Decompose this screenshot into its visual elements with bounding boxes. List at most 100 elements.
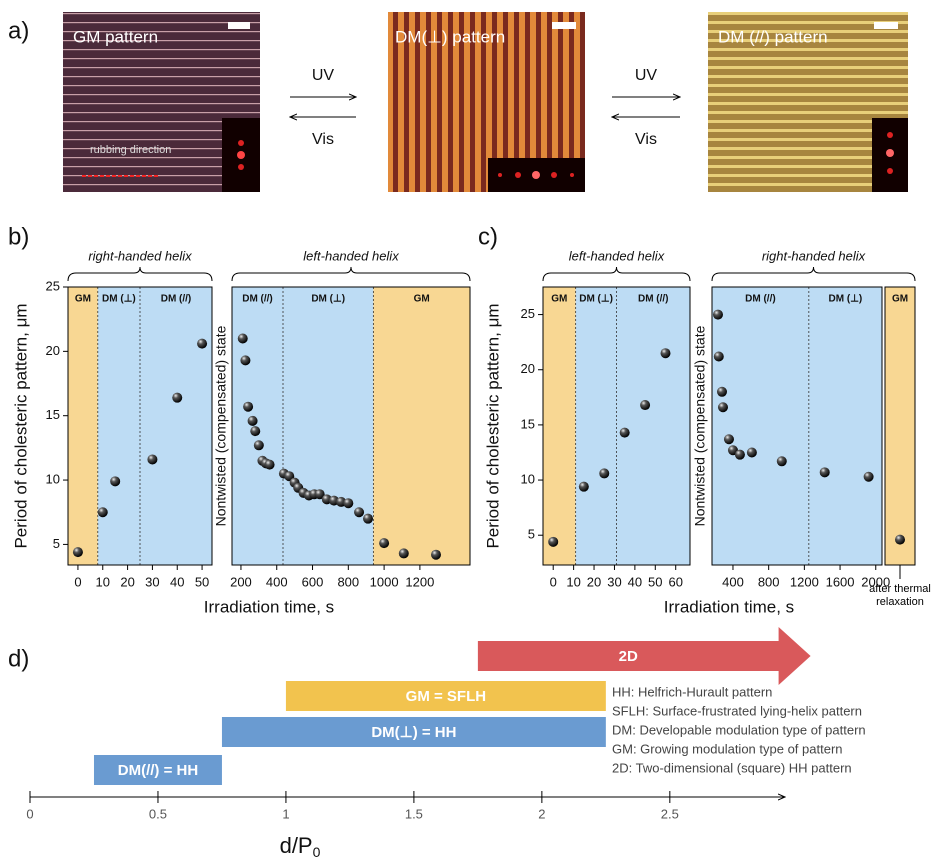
- x-axis-label: d/P0: [280, 833, 321, 860]
- category-label: after thermal relaxation: [855, 583, 940, 619]
- bar-label: GM = SFLH: [406, 688, 486, 705]
- x-tick-label: 200: [230, 574, 252, 589]
- helix-label: right-handed helix: [762, 248, 866, 263]
- x-axis-label: Irradiation time, s: [204, 597, 334, 616]
- y-tick-label: 15: [521, 416, 535, 431]
- x-tick-label: 1: [282, 806, 289, 821]
- bar-label: 2D: [619, 648, 638, 665]
- x-tick-label: 0: [74, 574, 81, 589]
- region: [809, 287, 882, 565]
- panel-label: c): [478, 223, 498, 250]
- region-label: DM (⊥): [102, 294, 136, 305]
- data-point: [147, 454, 157, 464]
- y-tick-label: 5: [528, 527, 535, 542]
- brace: [712, 267, 915, 281]
- data-point: [240, 355, 250, 365]
- x-tick-label: 30: [145, 574, 159, 589]
- data-point: [265, 460, 275, 470]
- region-label: DM (//): [638, 294, 669, 305]
- brace: [232, 267, 470, 281]
- x-tick-label: 400: [722, 574, 744, 589]
- brace: [543, 267, 690, 281]
- data-point: [640, 400, 650, 410]
- region-label: GM: [414, 294, 430, 305]
- category-text: after thermal relaxation: [855, 583, 940, 609]
- x-tick-label: 50: [195, 574, 209, 589]
- region: [232, 287, 283, 565]
- y-tick-label: 25: [46, 278, 60, 293]
- data-point: [864, 472, 874, 482]
- data-point: [431, 550, 441, 560]
- region-label: GM: [551, 294, 567, 305]
- figure: a) GM pattern rubbing direction DM(⊥) pa…: [0, 0, 940, 861]
- image-title: DM (//) pattern: [718, 27, 828, 46]
- panel-label: a): [8, 17, 29, 44]
- x-tick-label: 10: [96, 574, 110, 589]
- panel-label: d): [8, 645, 29, 672]
- x-tick-label: 40: [170, 574, 184, 589]
- region: [98, 287, 140, 565]
- x-tick-label: 0.5: [149, 806, 167, 821]
- data-point: [717, 387, 727, 397]
- x-tick-label: 1000: [370, 574, 399, 589]
- y-tick-label: 25: [521, 306, 535, 321]
- helix-label: left-handed helix: [303, 248, 399, 263]
- legend-entry: GM: Growing modulation type of pattern: [612, 741, 843, 756]
- data-point: [243, 402, 253, 412]
- data-point: [579, 482, 589, 492]
- data-point: [777, 456, 787, 466]
- gap-label: Nontwisted (compensated) state: [213, 325, 229, 526]
- data-point: [895, 535, 905, 545]
- y-tick-label: 20: [521, 361, 535, 376]
- data-point: [98, 507, 108, 517]
- data-point: [248, 416, 258, 426]
- x-tick-label: 60: [668, 574, 682, 589]
- y-tick-label: 10: [521, 471, 535, 486]
- data-point: [548, 537, 558, 547]
- region-label: DM (⊥): [311, 294, 345, 305]
- x-tick-label: 400: [266, 574, 288, 589]
- y-tick-label: 10: [46, 471, 60, 486]
- y-axis-label: Period of cholesteric pattern, μm: [483, 303, 502, 548]
- arrow-label: UV: [635, 67, 658, 84]
- x-tick-label: 30: [607, 574, 621, 589]
- data-point: [73, 547, 83, 557]
- x-tick-label: 0: [26, 806, 33, 821]
- x-tick-label: 1.5: [405, 806, 423, 821]
- region-label: DM (//): [242, 294, 273, 305]
- x-tick-label: 40: [628, 574, 642, 589]
- legend-entry: SFLH: Surface-frustrated lying-helix pat…: [612, 703, 862, 718]
- data-point: [820, 467, 830, 477]
- data-point: [197, 339, 207, 349]
- region-label: DM (//): [161, 294, 192, 305]
- x-tick-label: 0: [550, 574, 557, 589]
- x-tick-label: 600: [302, 574, 324, 589]
- x-tick-label: 1200: [405, 574, 434, 589]
- bar-label: DM(//) = HH: [118, 762, 198, 779]
- image-note: rubbing direction: [90, 144, 171, 156]
- region: [140, 287, 212, 565]
- data-point: [620, 428, 630, 438]
- data-point: [172, 393, 182, 403]
- x-axis-label: Irradiation time, s: [664, 597, 794, 616]
- x-tick-label: 1200: [790, 574, 819, 589]
- region: [373, 287, 470, 565]
- data-point: [599, 468, 609, 478]
- data-point: [735, 450, 745, 460]
- x-tick-label: 50: [648, 574, 662, 589]
- arrow-label: Vis: [312, 131, 334, 148]
- legend-entry: HH: Helfrich-Hurault pattern: [612, 684, 772, 699]
- x-tick-label: 1600: [826, 574, 855, 589]
- x-tick-label: 20: [587, 574, 601, 589]
- x-tick-label: 20: [120, 574, 134, 589]
- x-label-main: d/P: [280, 833, 313, 858]
- x-tick-label: 10: [566, 574, 580, 589]
- y-tick-label: 5: [53, 536, 60, 551]
- data-point: [724, 434, 734, 444]
- arrow-bar: [478, 627, 811, 685]
- image-title: DM(⊥) pattern: [395, 27, 505, 46]
- region-label: DM (//): [745, 294, 776, 305]
- data-point: [713, 310, 723, 320]
- region: [543, 287, 576, 565]
- legend-entry: 2D: Two-dimensional (square) HH pattern: [612, 760, 852, 775]
